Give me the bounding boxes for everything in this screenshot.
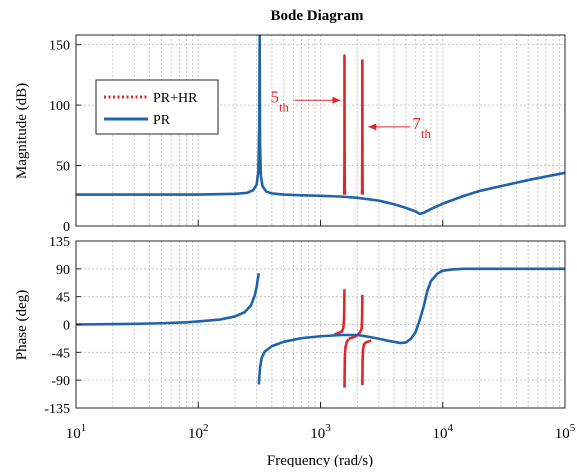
phase-series — [76, 267, 565, 388]
x-tick-label: 103 — [310, 422, 331, 442]
legend: PR+HR PR — [95, 79, 219, 135]
magnitude-series-prhr-segment-0 — [342, 54, 347, 195]
legend-box — [95, 79, 219, 135]
phase-y-label: Phase (deg) — [14, 290, 30, 360]
phase-y-tick-label: 0 — [63, 319, 70, 334]
harmonic-label-5th: 5th — [270, 87, 289, 114]
phase-series-prhr-segment-3 — [361, 339, 372, 386]
x-tick-label: 104 — [433, 422, 454, 442]
harmonic-arrow-head-7th — [368, 123, 377, 131]
phase-series-prhr-segment-1 — [343, 338, 350, 388]
magnitude-y-tick-label: 100 — [49, 99, 70, 114]
magnitude-y-tick-label: 150 — [49, 39, 70, 54]
x-tick-label: 102 — [188, 422, 209, 442]
magnitude-series-pr-segment-0 — [76, 35, 565, 216]
phase-y-tick-label: -90 — [51, 374, 70, 389]
harmonic-label-7th: 7th — [412, 114, 431, 141]
phase-y-ticks: -135 -90 -45 0 45 90 135 — [44, 235, 81, 417]
magnitude-y-label: Magnitude (dB) — [14, 83, 30, 179]
phase-y-tick-label: 45 — [56, 291, 70, 306]
harmonic-annotations: 5th 7th — [270, 87, 431, 141]
phase-y-tick-label: -135 — [44, 402, 70, 417]
phase-series-prhr-segment-2 — [348, 294, 364, 340]
magnitude-y-ticks: 0 50 100 150 — [49, 39, 81, 235]
chart-title: Bode Diagram — [271, 8, 364, 24]
phase-series-prhr-segment-0 — [334, 289, 346, 336]
harmonic-arrow-head-5th — [332, 96, 341, 104]
x-tick-label: 101 — [66, 422, 87, 442]
phase-series-pr-segment-1 — [257, 267, 565, 385]
magnitude-y-tick-label: 0 — [63, 220, 70, 235]
magnitude-series — [76, 35, 565, 216]
x-axis-label: Frequency (rad/s) — [267, 453, 373, 467]
phase-y-tick-label: -45 — [51, 346, 70, 361]
phase-series-pr-segment-0 — [76, 272, 261, 326]
magnitude-y-tick-label: 50 — [56, 160, 70, 175]
phase-y-tick-label: 135 — [49, 235, 70, 250]
legend-label-prhr: PR+HR — [153, 91, 198, 106]
legend-label-pr: PR — [153, 113, 171, 128]
magnitude-series-prhr-segment-1 — [360, 59, 365, 195]
x-tick-label: 105 — [555, 422, 576, 442]
phase-y-tick-label: 90 — [56, 263, 70, 278]
